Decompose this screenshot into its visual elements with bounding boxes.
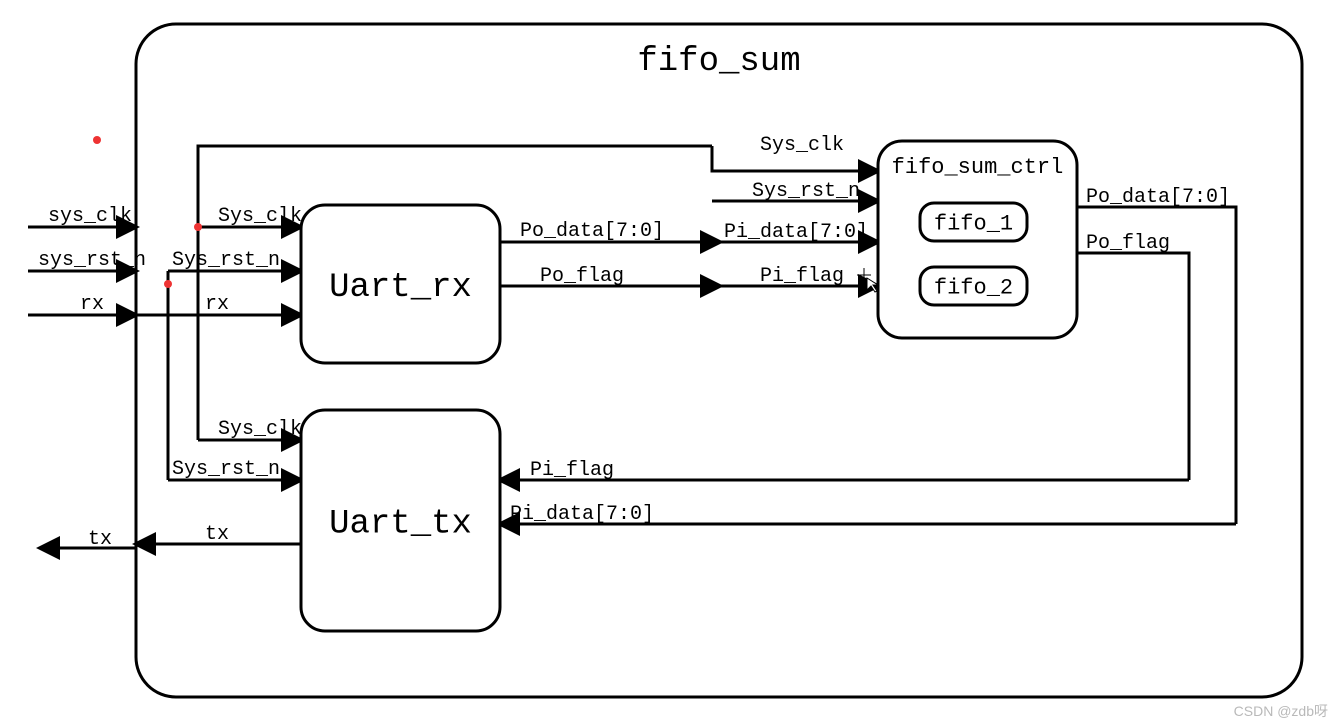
lbl-tx-pi-data: Pi_data[7:0] [510,503,654,526]
lbl-ctrl-pi-data: Pi_data[7:0] [724,221,868,244]
watermark: CSDN @zdb呀 [1234,703,1328,719]
uart-rx-block-label: Uart_rx [329,269,472,307]
lbl-rx-rx: rx [205,293,229,316]
fifo-1-label: fifo_1 [934,212,1013,237]
lbl-ctrl-po-data: Po_data[7:0] [1086,186,1230,209]
fifo-2-label: fifo_2 [934,276,1013,301]
lbl-ctrl-sys-clk: Sys_clk [760,134,844,157]
lbl-ctrl-po-flag: Po_flag [1086,232,1170,255]
lbl-ext-sys-rst-n: sys_rst_n [38,249,146,272]
fifo-sum-diagram: fifo_sum sys_clk sys_rst_nrx Sys_clk Sys_rst… [0,0,1337,724]
outer-title: fifo_sum [637,43,800,81]
lbl-rx-po-flag: Po_flag [540,265,624,288]
uart-tx-block-label: Uart_tx [329,505,472,543]
lbl-rx-po-data: Po_data[7:0] [520,220,664,243]
junction-dot-1 [164,280,172,288]
lbl-ext-sys-clk: sys_clk [48,205,132,228]
junction-dot-2 [93,136,101,144]
junction-dot-0 [194,223,202,231]
lbl-rx-sys-rst-n: Sys_rst_n [172,249,280,272]
lbl-tx-sys-rst-n: Sys_rst_n [172,458,280,481]
lbl-ext-rx: rx [80,293,104,316]
lbl-tx-tx-ext: tx [88,528,112,551]
fifo-sum-ctrl-label: fifo_sum_ctrl [892,155,1064,180]
lbl-tx-tx-int: tx [205,523,229,546]
lbl-ctrl-pi-flag: Pi_flag [760,265,844,288]
lbl-ctrl-sys-rst-n: Sys_rst_n [752,180,860,203]
lbl-rx-sys-clk: Sys_clk [218,205,302,228]
lbl-tx-sys-clk: Sys_clk [218,418,302,441]
lbl-tx-pi-flag: Pi_flag [530,459,614,482]
